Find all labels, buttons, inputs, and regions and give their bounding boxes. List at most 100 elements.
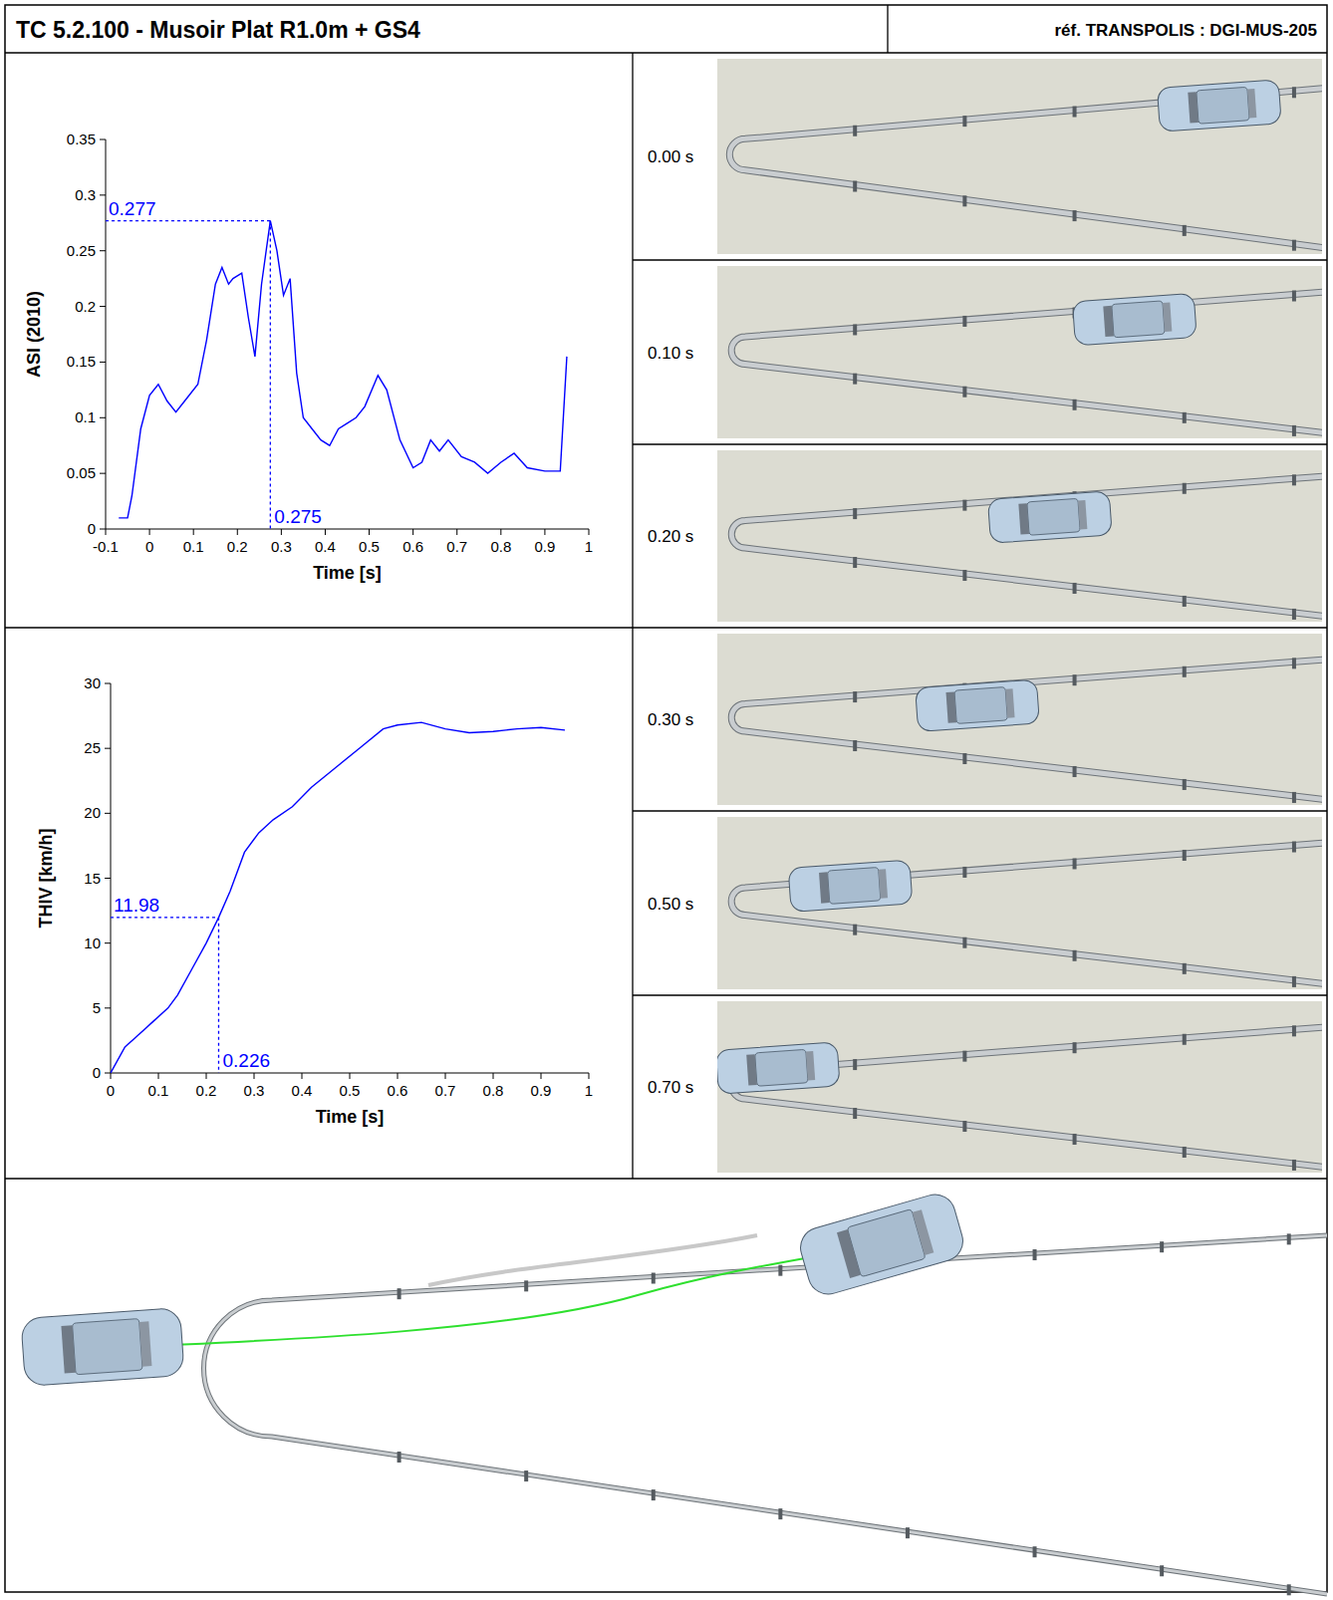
annotation-label: 11.98 (113, 894, 160, 916)
car (796, 1189, 969, 1299)
ground (717, 816, 1323, 990)
car-body (915, 679, 1041, 732)
rule (4, 51, 1328, 53)
car-rear-window (1162, 302, 1172, 332)
x-axis-title: Time [s] (312, 562, 382, 583)
post (1072, 766, 1077, 778)
car-roof (71, 1319, 143, 1375)
x-tick (397, 1072, 399, 1079)
car-body (20, 1308, 185, 1387)
car-roof (846, 1209, 926, 1278)
title: TC 5.2.100 - Musoir Plat R1.0m + GS4 (15, 16, 421, 43)
post (1292, 608, 1297, 620)
y-tick (99, 417, 106, 419)
x-tick-label: 0 (145, 537, 154, 555)
x-tick (105, 529, 107, 535)
post (1159, 1241, 1164, 1253)
post (962, 115, 967, 127)
post (1292, 976, 1297, 988)
y-tick (99, 139, 106, 141)
annotation-label: 0.275 (273, 506, 322, 528)
car-roof (1027, 498, 1080, 535)
y-tick-label: 0.35 (66, 130, 96, 148)
post (905, 1527, 910, 1539)
post (1292, 792, 1297, 803)
rail-face (731, 659, 1323, 800)
car-windscreen (946, 691, 958, 723)
ground (717, 266, 1323, 439)
post (852, 1107, 857, 1119)
post (1159, 1565, 1164, 1577)
post (1072, 950, 1077, 962)
y-tick (104, 748, 111, 750)
y-tick-label: 0.2 (74, 297, 96, 315)
car-rear-window (805, 1051, 815, 1080)
post (852, 125, 857, 137)
post (1287, 1233, 1292, 1245)
car-body (788, 859, 913, 912)
post (1182, 1146, 1187, 1158)
post (651, 1489, 656, 1501)
x-tick-label: 0.6 (402, 537, 424, 555)
car-windscreen (836, 1229, 861, 1279)
trajectory (102, 1245, 875, 1348)
y-tick-label: 0.3 (74, 186, 96, 204)
post (1072, 674, 1077, 686)
post (1182, 412, 1187, 424)
rule (4, 626, 1328, 628)
x-tick (349, 1072, 351, 1079)
rail-face (731, 291, 1323, 434)
x-tick-label: 0.2 (196, 1081, 218, 1099)
chart: 00.10.20.30.40.50.60.70.80.9105101520253… (35, 674, 593, 1127)
rule (632, 443, 1328, 445)
post (852, 508, 857, 520)
post (1033, 1546, 1038, 1558)
y-tick-label: 20 (83, 803, 101, 821)
post (1182, 595, 1187, 607)
chart: -0.100.10.20.30.40.50.60.70.80.9100.050.… (23, 130, 593, 583)
x-tick (206, 1072, 208, 1079)
trajectory-view (20, 1189, 1328, 1596)
x-tick (237, 529, 239, 535)
x-tick-label: 0.8 (490, 537, 512, 555)
post (1072, 857, 1077, 869)
car-body (796, 1189, 969, 1299)
x-tick-label: 0.1 (148, 1081, 170, 1099)
car-rear-window (912, 1209, 935, 1256)
x-tick-label: -0.1 (92, 537, 119, 555)
x-tick-label: 0.5 (358, 537, 380, 555)
x-axis-title: Time [s] (315, 1106, 385, 1127)
x-tick-label: 0.7 (446, 537, 468, 555)
post (852, 1059, 857, 1070)
rule (632, 259, 1328, 261)
post (1182, 1034, 1187, 1046)
rail (204, 1235, 1329, 1595)
post (962, 315, 967, 327)
x-tick-label: 1 (584, 1081, 593, 1099)
post (1292, 474, 1297, 486)
snapshot: 0.20 s (647, 450, 1328, 622)
post (1033, 1249, 1038, 1261)
car (1156, 79, 1282, 132)
car-rear-window (878, 868, 888, 898)
annotation-line (110, 916, 219, 918)
car-roof (1111, 300, 1165, 338)
post (1292, 1025, 1297, 1037)
snapshot-image (717, 633, 1323, 805)
x-tick-label: 0.8 (483, 1081, 505, 1099)
car-roof (954, 687, 1008, 725)
y-tick-label: 25 (83, 739, 101, 757)
post (962, 937, 967, 949)
y-tick (104, 942, 111, 944)
post (1182, 779, 1187, 791)
snapshot-image (717, 266, 1323, 439)
post (962, 569, 967, 581)
rail (731, 291, 1323, 434)
car (717, 1042, 840, 1094)
x-tick-label: 0.9 (531, 1081, 552, 1099)
time-label: 0.20 s (647, 527, 694, 546)
car-body (987, 491, 1112, 543)
x-tick (254, 1072, 256, 1079)
car-windscreen (1102, 305, 1114, 337)
y-tick-label: 10 (83, 934, 101, 952)
